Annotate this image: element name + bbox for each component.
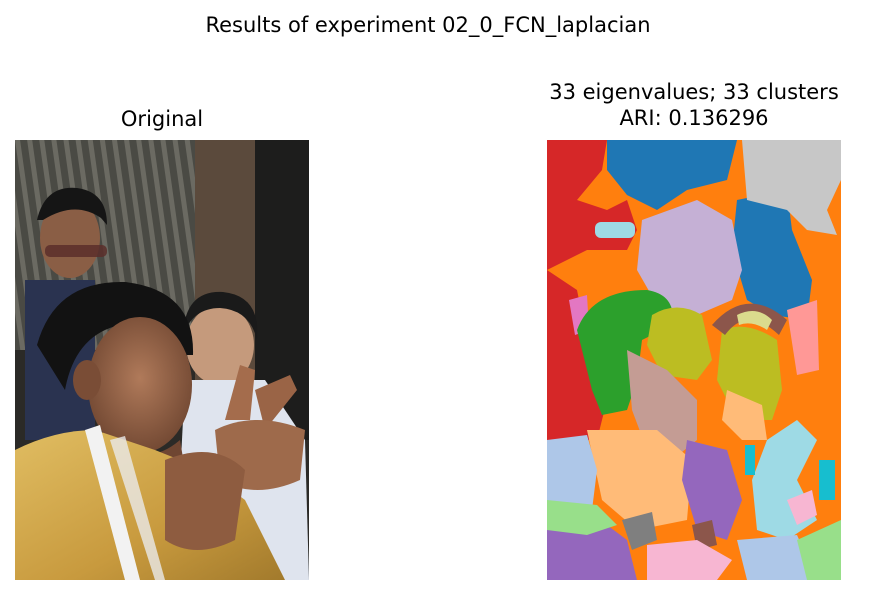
- panel-title-original: Original: [120, 107, 204, 131]
- panel-title-segmentation: 33 eigenvalues; 33 clusters ARI: 0.13629…: [510, 79, 878, 131]
- segmentation-title-line2: ARI: 0.136296: [619, 106, 769, 130]
- segmentation-image: [547, 140, 841, 580]
- original-image: [15, 140, 309, 580]
- segmentation-title-line1: 33 eigenvalues; 33 clusters: [549, 80, 839, 104]
- figure-suptitle: Results of experiment 02_0_FCN_laplacian: [205, 13, 651, 37]
